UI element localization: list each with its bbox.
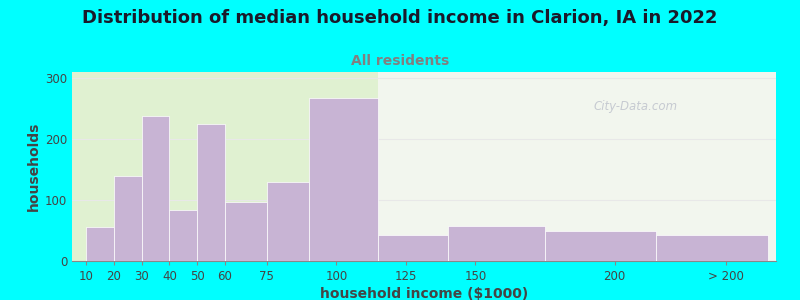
- Bar: [545, 230, 656, 261]
- Bar: [170, 210, 198, 261]
- Bar: [86, 227, 114, 261]
- Bar: [72, 72, 378, 261]
- Bar: [266, 182, 309, 261]
- Bar: [378, 72, 776, 261]
- Bar: [114, 176, 142, 261]
- Bar: [448, 226, 545, 261]
- X-axis label: household income ($1000): household income ($1000): [320, 287, 528, 300]
- Text: Distribution of median household income in Clarion, IA in 2022: Distribution of median household income …: [82, 9, 718, 27]
- Bar: [309, 98, 378, 261]
- Bar: [198, 124, 225, 261]
- Bar: [656, 236, 768, 261]
- Bar: [378, 236, 448, 261]
- Text: City-Data.com: City-Data.com: [593, 100, 678, 112]
- Bar: [225, 202, 266, 261]
- Y-axis label: households: households: [26, 122, 41, 211]
- Bar: [142, 116, 170, 261]
- Text: All residents: All residents: [351, 54, 449, 68]
